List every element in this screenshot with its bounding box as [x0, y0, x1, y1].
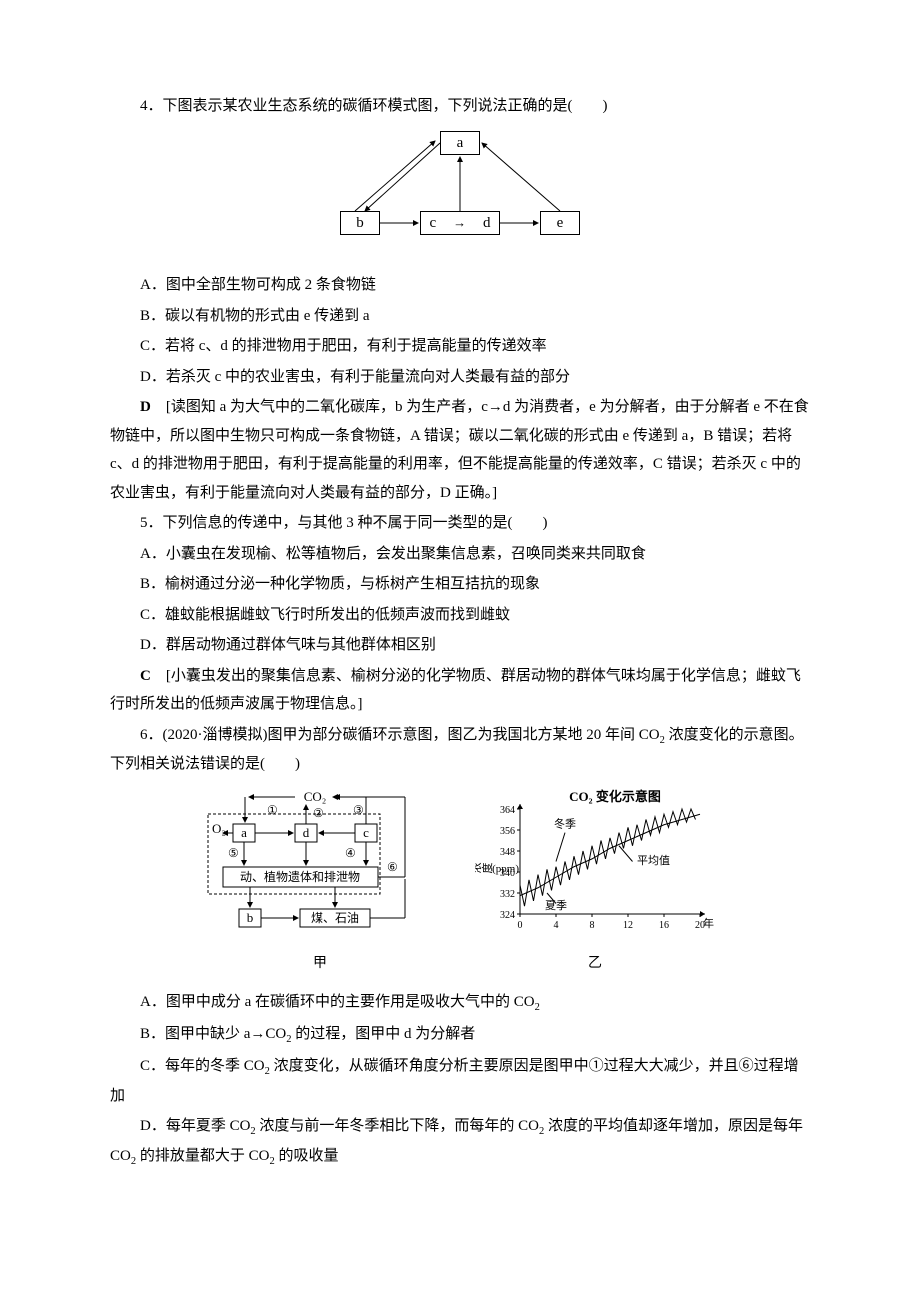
- q6-opt-d: D．每年夏季 CO2 浓度与前一年冬季相比下降，而每年的 CO2 浓度的平均值却…: [110, 1112, 810, 1172]
- svg-text:动、植物遗体和排泄物: 动、植物遗体和排泄物: [240, 869, 360, 884]
- svg-text:④: ④: [345, 846, 356, 860]
- svg-text:平均值: 平均值: [637, 854, 670, 867]
- q4-stem: 4．下图表示某农业生态系统的碳循环模式图，下列说法正确的是( ): [110, 92, 810, 121]
- q5-answer: C [小囊虫发出的聚集信息素、榆树分泌的化学物质、群居动物的群体气味均属于化学信…: [110, 662, 810, 719]
- q5-opt-b: B．榆树通过分泌一种化学物质，与栎树产生相互拮抗的现象: [110, 570, 810, 599]
- svg-text:⑥: ⑥: [387, 860, 398, 874]
- svg-text:c: c: [363, 825, 369, 840]
- q6-d-m3: 的排放量都大于 CO: [136, 1148, 269, 1164]
- q6-d-m1: 浓度与前一年冬季相比下降，而每年的 CO: [256, 1118, 539, 1134]
- q6-opt-b: B．图甲中缺少 a→CO2 的过程，图甲中 d 为分解者: [110, 1020, 810, 1050]
- q6-opt-a: A．图甲中成分 a 在碳循环中的主要作用是吸收大气中的 CO2: [110, 988, 810, 1018]
- svg-text:冬季: 冬季: [554, 816, 576, 830]
- q6-d-pre: D．每年夏季 CO: [140, 1118, 250, 1134]
- q5-opt-c: C．雄蚊能根据雌蚊飞行时所发出的低频声波而找到雌蚊: [110, 601, 810, 630]
- q4-opt-d: D．若杀灭 c 中的农业害虫，有利于能量流向对人类最有益的部分: [110, 363, 810, 392]
- q4-opt-b: B．碳以有机物的形式由 e 传递到 a: [110, 302, 810, 331]
- q5-opt-a: A．小囊虫在发现榆、松等植物后，会发出聚集信息素，召唤同类来共同取食: [110, 540, 810, 569]
- jia-caption: 甲: [205, 951, 435, 978]
- q6-stem-pre: 6．(2020·淄博模拟)图甲为部分碳循环示意图，图乙为我国北方某地 20 年间…: [140, 727, 660, 743]
- jia-co2: CO₂: [304, 789, 327, 804]
- q4-answer: D [读图知 a 为大气中的二氧化碳库，b 为生产者，c→d 为消费者，e 为分…: [110, 393, 810, 507]
- svg-text:b: b: [247, 910, 254, 925]
- q6-b-pre: B．图甲中缺少 a→CO: [140, 1026, 286, 1042]
- q6-a-sub: 2: [535, 1002, 540, 1013]
- node-b: b: [340, 211, 380, 235]
- q4-answer-letter: D: [140, 399, 151, 415]
- svg-text:③: ③: [353, 803, 364, 817]
- svg-text:8: 8: [590, 920, 595, 931]
- jia-svg: CO₂ O₂ a d c 动、植物遗体和排泄物 b 煤、石油: [205, 789, 435, 939]
- svg-text:340: 340: [500, 868, 515, 879]
- svg-text:4: 4: [554, 920, 559, 931]
- q4-opt-a: A．图中全部生物可构成 2 条食物链: [110, 271, 810, 300]
- svg-text:16: 16: [659, 920, 669, 931]
- node-cd: c → d: [420, 211, 500, 235]
- q6-b-post: 的过程，图甲中 d 为分解者: [292, 1026, 476, 1042]
- q6-stem: 6．(2020·淄博模拟)图甲为部分碳循环示意图，图乙为我国北方某地 20 年间…: [110, 721, 810, 779]
- node-e: e: [540, 211, 580, 235]
- q4-explanation: [读图知 a 为大气中的二氧化碳库，b 为生产者，c→d 为消费者，e 为分解者…: [110, 399, 809, 501]
- q4-opt-c: C．若将 c、d 的排泄物用于肥田，有利于提高能量的传递效率: [110, 332, 810, 361]
- svg-text:②: ②: [313, 806, 324, 820]
- svg-text:CO₂ 变化示意图: CO₂ 变化示意图: [569, 789, 661, 804]
- svg-text:348: 348: [500, 847, 515, 858]
- q6-a-pre: A．图甲中成分 a 在碳循环中的主要作用是吸收大气中的 CO: [140, 994, 535, 1010]
- svg-text:356: 356: [500, 826, 515, 837]
- panel-yi: CO₂ 变化示意图 CO₂浓度(ppm) 3243323403483563640…: [475, 789, 715, 978]
- jia-o2: O₂: [212, 821, 226, 836]
- cd-arrow: →: [453, 212, 466, 234]
- svg-text:①: ①: [267, 803, 278, 817]
- svg-text:d: d: [303, 825, 310, 840]
- node-d: d: [483, 212, 491, 234]
- q5-answer-letter: C: [140, 668, 151, 684]
- svg-text:324: 324: [500, 910, 515, 921]
- svg-text:煤、石油: 煤、石油: [311, 911, 359, 925]
- svg-text:年: 年: [703, 916, 714, 930]
- svg-text:0: 0: [518, 920, 523, 931]
- svg-text:a: a: [241, 825, 247, 840]
- panel-jia: CO₂ O₂ a d c 动、植物遗体和排泄物 b 煤、石油: [205, 789, 435, 978]
- svg-text:12: 12: [623, 920, 633, 931]
- q5-explanation: [小囊虫发出的聚集信息素、榆树分泌的化学物质、群居动物的群体气味均属于化学信息；…: [110, 668, 801, 713]
- svg-text:夏季: 夏季: [545, 899, 567, 912]
- q4-diagram: a b c → d e: [110, 131, 810, 262]
- svg-text:364: 364: [500, 805, 515, 816]
- svg-text:332: 332: [500, 889, 515, 900]
- q6-d-post: 的吸收量: [275, 1148, 339, 1164]
- yi-caption: 乙: [475, 951, 715, 978]
- node-c: c: [429, 212, 436, 234]
- q6-diagrams: CO₂ O₂ a d c 动、植物遗体和排泄物 b 煤、石油: [110, 789, 810, 978]
- q5-opt-d: D．群居动物通过群体气味与其他群体相区别: [110, 631, 810, 660]
- q6-opt-c: C．每年的冬季 CO2 浓度变化，从碳循环角度分析主要原因是图甲中①过程大大减少…: [110, 1052, 810, 1110]
- q6-c-pre: C．每年的冬季 CO: [140, 1058, 265, 1074]
- yi-svg: CO₂ 变化示意图 CO₂浓度(ppm) 3243323403483563640…: [475, 789, 715, 939]
- node-a: a: [440, 131, 480, 155]
- q5-stem: 5．下列信息的传递中，与其他 3 种不属于同一类型的是( ): [110, 509, 810, 538]
- svg-text:⑤: ⑤: [228, 846, 239, 860]
